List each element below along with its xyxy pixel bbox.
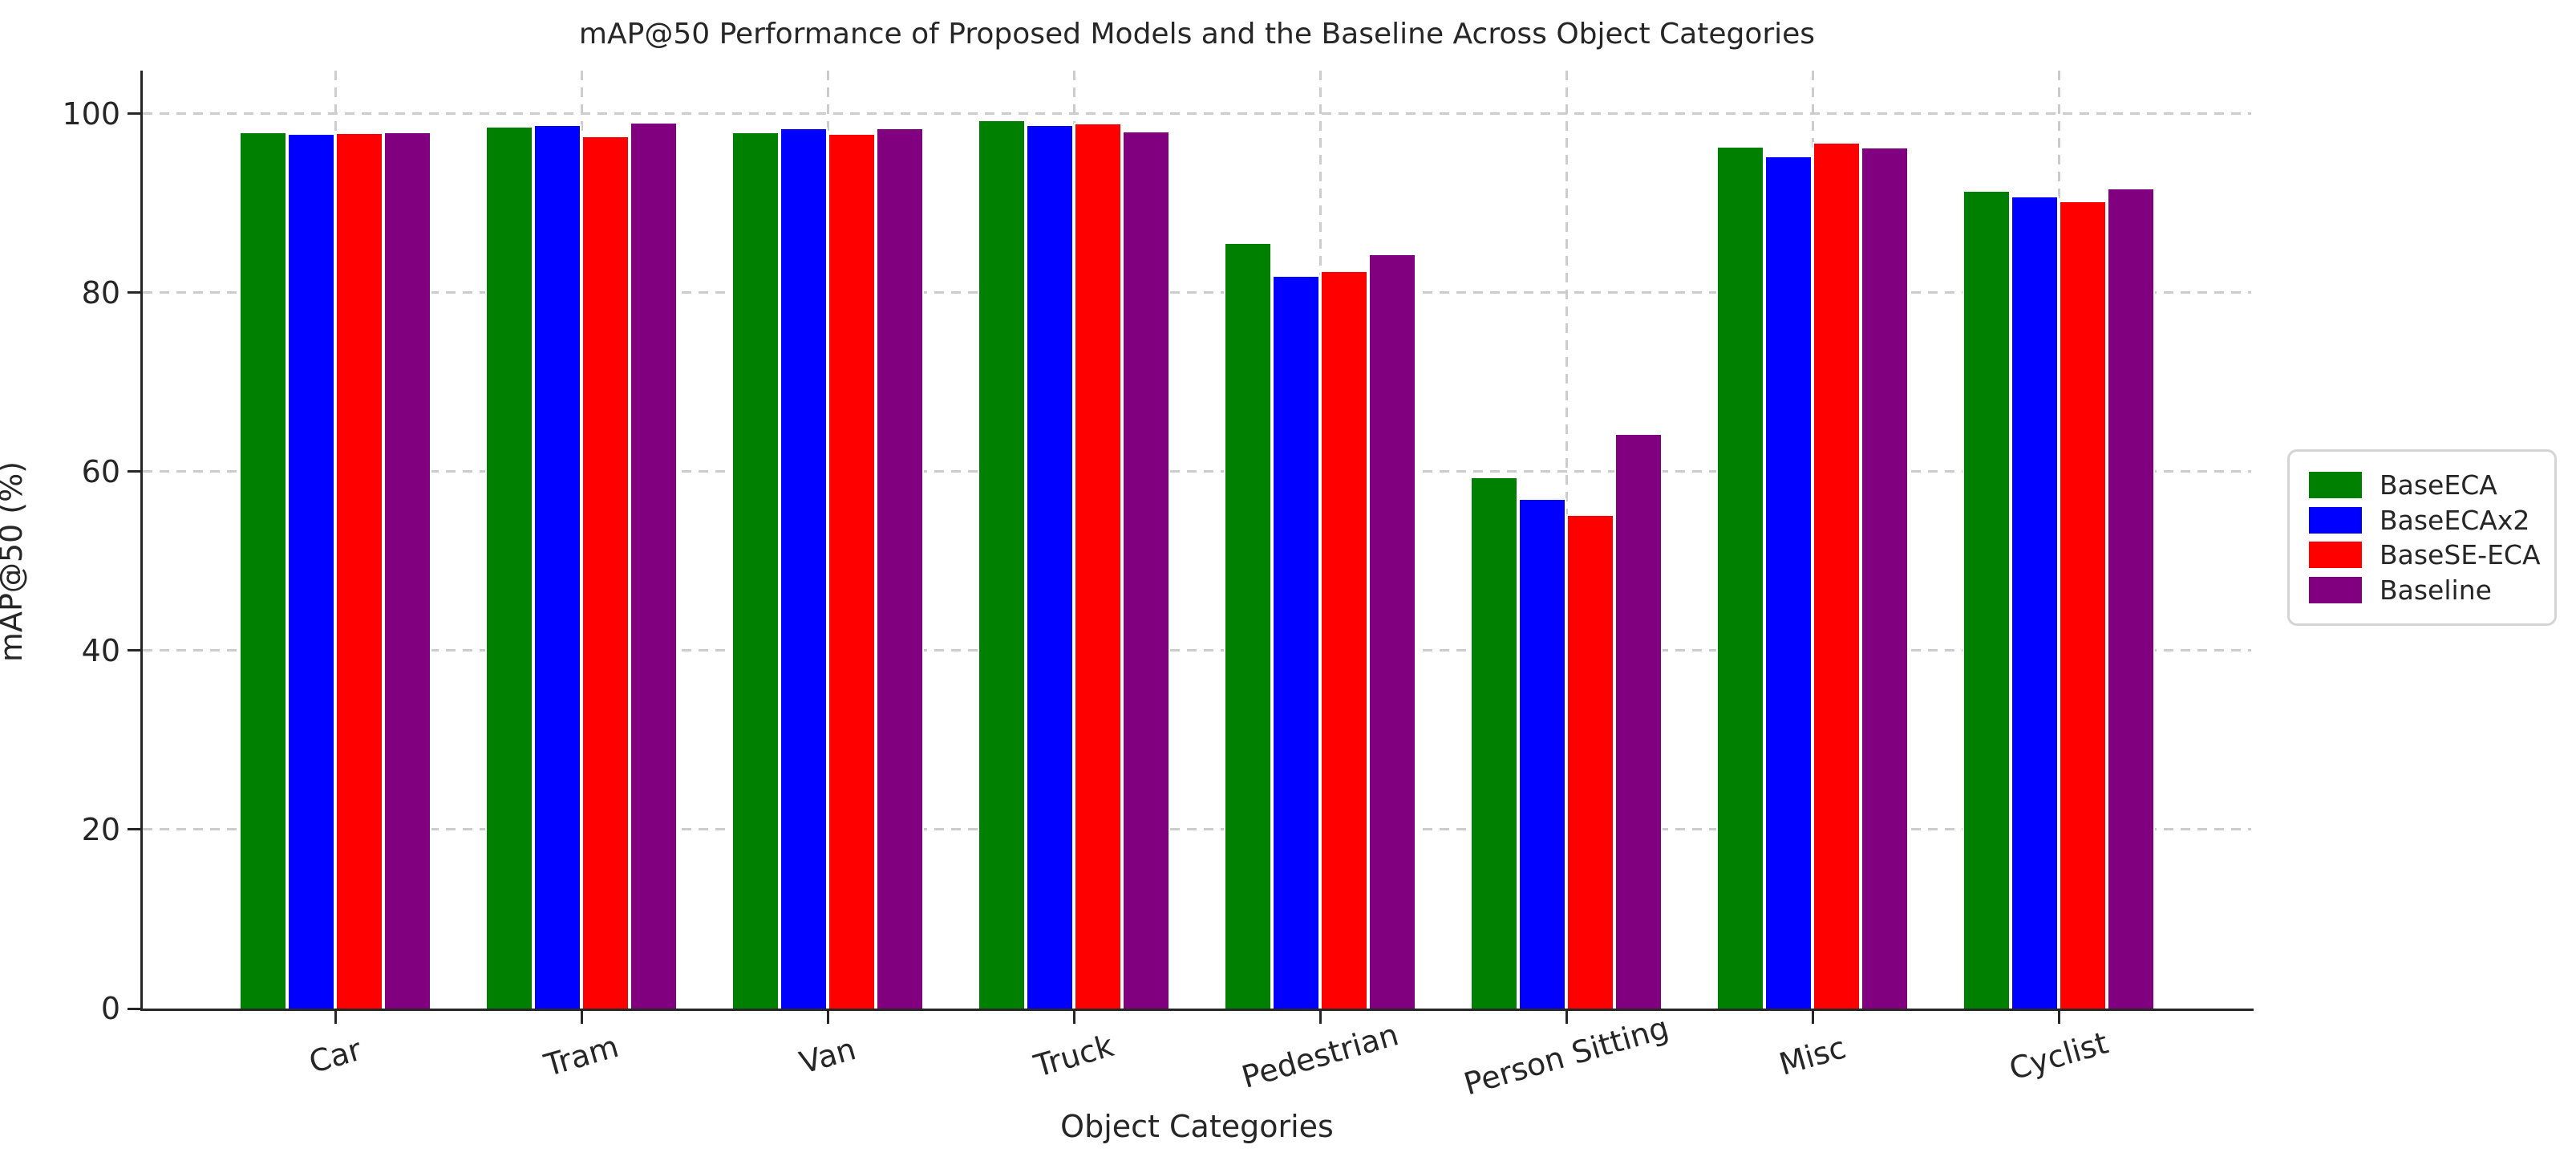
gridline-y-100 — [143, 112, 2251, 116]
bar-car-baseecax2 — [287, 133, 335, 1009]
y-tick-mark — [128, 1007, 140, 1010]
bar-cyclist-baseecax2 — [2011, 196, 2059, 1009]
bar-person-sitting-baseline — [1614, 432, 1663, 1009]
x-tick-label-van: Van — [796, 1031, 860, 1081]
bar-tram-baseecax2 — [533, 124, 581, 1009]
x-tick-mark — [1072, 1011, 1075, 1024]
x-tick-mark — [1811, 1011, 1814, 1024]
y-tick-mark — [128, 291, 140, 294]
bar-van-baseline — [876, 128, 924, 1009]
y-tick-label: 80 — [81, 274, 120, 311]
bar-van-basese-eca — [828, 133, 876, 1009]
legend-item: Baseline — [2309, 573, 2535, 608]
x-tick-label-truck: Truck — [1030, 1028, 1118, 1084]
x-tick-label-misc: Misc — [1775, 1029, 1850, 1082]
bar-person-sitting-baseeca — [1470, 477, 1518, 1009]
bar-car-baseeca — [239, 131, 287, 1009]
legend-swatch-baseecax2 — [2309, 506, 2362, 534]
x-tick-label-car: Car — [305, 1031, 366, 1081]
bar-misc-baseecax2 — [1764, 155, 1813, 1009]
bar-misc-baseline — [1861, 146, 1909, 1009]
bar-pedestrian-baseline — [1368, 253, 1416, 1009]
x-tick-label-tram: Tram — [540, 1028, 623, 1084]
legend-swatch-baseline — [2309, 576, 2362, 603]
bar-person-sitting-basese-eca — [1566, 514, 1614, 1009]
y-tick-mark — [128, 112, 140, 116]
bar-pedestrian-baseecax2 — [1272, 275, 1320, 1009]
bar-misc-basese-eca — [1813, 142, 1861, 1009]
legend-item: BaseECA — [2309, 468, 2535, 503]
x-tick-mark — [826, 1011, 829, 1024]
chart-title: mAP@50 Performance of Proposed Models an… — [578, 18, 1816, 51]
bar-tram-basese-eca — [581, 136, 630, 1009]
bar-truck-baseecax2 — [1026, 124, 1074, 1009]
y-axis-spine — [140, 71, 143, 1011]
gridline-y-20 — [143, 828, 2251, 831]
bar-car-baseline — [383, 131, 431, 1009]
legend-swatch-baseeca — [2309, 472, 2362, 499]
y-tick-mark — [128, 470, 140, 473]
legend-swatch-basese-eca — [2309, 542, 2362, 569]
y-tick-label: 0 — [100, 991, 120, 1026]
gridline-y-80 — [143, 291, 2251, 294]
bar-tram-baseeca — [485, 126, 533, 1009]
x-tick-label-cyclist: Cyclist — [2005, 1025, 2112, 1087]
gridline-y-60 — [143, 470, 2251, 473]
y-tick-mark — [128, 828, 140, 831]
legend-label: BaseECAx2 — [2380, 504, 2530, 536]
bar-truck-baseline — [1122, 130, 1170, 1009]
bar-truck-baseeca — [978, 120, 1026, 1009]
legend-label: BaseSE-ECA — [2380, 539, 2541, 571]
bar-cyclist-baseeca — [1962, 190, 2011, 1009]
bar-truck-basese-eca — [1074, 122, 1122, 1009]
y-tick-mark — [128, 649, 140, 652]
legend-item: BaseECAx2 — [2309, 503, 2535, 538]
x-axis-title: Object Categories — [1060, 1109, 1334, 1144]
bar-van-baseeca — [731, 131, 780, 1009]
y-tick-label: 60 — [81, 453, 120, 489]
bar-pedestrian-basese-eca — [1320, 270, 1368, 1009]
legend-item: BaseSE-ECA — [2309, 538, 2541, 573]
bar-misc-baseeca — [1716, 145, 1764, 1009]
x-axis-spine — [140, 1009, 2254, 1011]
x-tick-mark — [1318, 1011, 1322, 1024]
bar-car-basese-eca — [335, 132, 383, 1009]
bar-pedestrian-baseeca — [1224, 242, 1272, 1009]
y-tick-label: 20 — [81, 811, 120, 847]
legend-label: BaseECA — [2380, 469, 2497, 501]
bar-cyclist-basese-eca — [2059, 200, 2107, 1009]
x-tick-mark — [334, 1011, 337, 1024]
y-axis-title: mAP@50 (%) — [0, 461, 29, 663]
y-tick-label: 40 — [81, 632, 120, 668]
gridline-y-40 — [143, 649, 2251, 652]
x-tick-label-pedestrian: Pedestrian — [1237, 1017, 1403, 1095]
x-tick-mark — [580, 1011, 583, 1024]
bar-cyclist-baseline — [2107, 188, 2155, 1009]
legend-label: Baseline — [2380, 574, 2492, 606]
bar-tram-baseline — [630, 121, 678, 1009]
x-tick-mark — [2057, 1011, 2060, 1024]
plot-area: 0 20 40 60 80 100 Car Tram Van Truck Pedestrian Per… — [62, 71, 2254, 1102]
legend: BaseECA BaseECAx2 BaseSE-ECA Baseline — [2287, 449, 2557, 626]
y-tick-label: 100 — [62, 95, 120, 132]
x-tick-mark — [1565, 1011, 1568, 1024]
bar-person-sitting-baseecax2 — [1518, 498, 1566, 1009]
bar-van-baseecax2 — [780, 128, 828, 1009]
